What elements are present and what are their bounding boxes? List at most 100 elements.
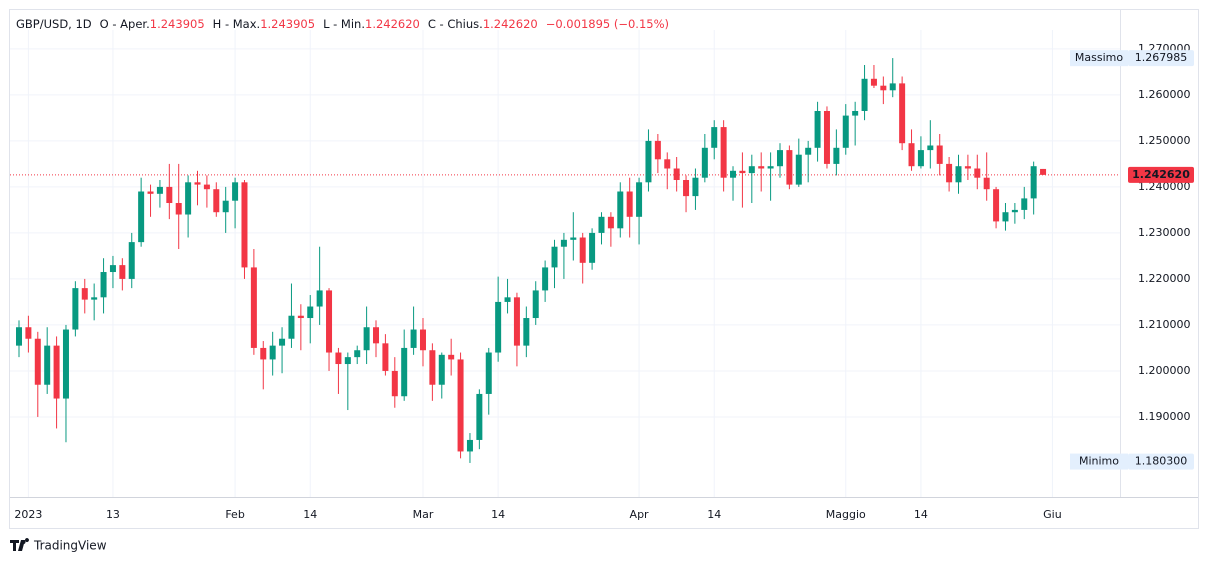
candle-body (100, 272, 107, 298)
max_marker-label-box (1070, 50, 1128, 67)
candle-body (495, 301, 502, 353)
candle-body (466, 439, 473, 452)
candle-body (692, 177, 699, 197)
candle-body (438, 354, 445, 385)
candle-body (645, 140, 652, 183)
candle-body (156, 186, 163, 194)
candle-body (25, 327, 32, 339)
brand-logo (10, 538, 29, 551)
ohlc-value: 1.243905 (150, 17, 205, 31)
x-tick-label: 14 (707, 508, 721, 521)
candle-body (711, 127, 718, 148)
candle-body (964, 166, 971, 169)
candle-body (72, 288, 79, 330)
candle-body (899, 83, 906, 144)
candle-body (805, 147, 812, 155)
min_marker-value: 1.180300 (1135, 455, 1188, 468)
candle-body (316, 290, 323, 307)
ohlc-label: L - Min. (323, 17, 365, 31)
max_marker-label: Massimo (1075, 51, 1123, 64)
min_marker-tag (1128, 453, 1194, 470)
candle-body (664, 159, 671, 169)
candle-body (730, 170, 737, 178)
candle-body (560, 239, 567, 247)
candle-body (513, 297, 520, 346)
candle-body (44, 345, 51, 385)
candle-body (833, 147, 840, 164)
candle-body (138, 191, 145, 243)
candle-body (654, 140, 661, 160)
candle-body (823, 110, 830, 164)
x-tick-label: Feb (225, 508, 244, 521)
candle-body (946, 163, 953, 183)
candle-body (485, 352, 492, 394)
candle-body (701, 147, 708, 178)
candle-body (1021, 198, 1028, 210)
candle-body (373, 327, 380, 344)
candle-body (119, 265, 126, 279)
candle-body (419, 329, 426, 351)
candle-body (288, 315, 295, 339)
y-tick-label: 1.210000 (1138, 318, 1191, 331)
candle-body (1040, 168, 1047, 175)
max_marker-value: 1.267985 (1135, 51, 1188, 64)
candle-body (91, 297, 98, 300)
candle-body (128, 242, 135, 279)
candle-body (776, 150, 783, 167)
candle-body (523, 318, 530, 346)
candle-body (16, 327, 22, 346)
candle-body (457, 359, 464, 452)
candle-body (917, 150, 924, 167)
candle-body (927, 145, 934, 151)
candle-body (974, 168, 981, 178)
candle-body (279, 338, 286, 346)
candle-body (1011, 209, 1018, 213)
last_price-tag (1128, 166, 1194, 183)
ohlc-value: 1.242620 (365, 17, 420, 31)
candle-body (109, 265, 116, 273)
candle-body (297, 315, 304, 319)
candle-body (607, 216, 614, 229)
last_price-value: 1.242620 (1132, 168, 1190, 181)
candle-body (739, 170, 746, 174)
candle-body (1030, 166, 1037, 199)
candle-body (241, 182, 248, 268)
min_marker-label-box (1070, 453, 1128, 470)
candle-body (626, 191, 633, 217)
candle-body (250, 267, 257, 348)
candle-body (617, 191, 624, 229)
candle-body (748, 166, 755, 174)
candle-body (269, 345, 276, 360)
candle-body (213, 189, 220, 213)
candle-body (363, 327, 370, 351)
candle-body (81, 288, 88, 300)
x-tick-label: Giu (1043, 508, 1062, 521)
candle-body (222, 200, 229, 213)
y-tick-label: 1.240000 (1138, 180, 1191, 193)
candle-body (175, 203, 182, 215)
y-tick-label: 1.220000 (1138, 272, 1191, 285)
y-tick-label: 1.200000 (1138, 364, 1191, 377)
x-tick-label: 14 (303, 508, 317, 521)
x-tick-label: 13 (106, 508, 120, 521)
candle-body (758, 166, 765, 169)
chart-frame (9, 9, 1199, 529)
ohlc-label: H - Max. (213, 17, 261, 31)
candle-body (476, 393, 483, 440)
ohlc-label: C - Chius. (428, 17, 483, 31)
candle-body (861, 78, 868, 111)
candle-body (870, 78, 877, 86)
x-tick-label: Mar (413, 508, 434, 521)
candle-body (673, 168, 680, 181)
candle-body (993, 189, 1000, 222)
candle-body (786, 150, 793, 185)
candle-body (203, 184, 210, 190)
y-tick-label: 1.230000 (1138, 226, 1191, 239)
candle-body (598, 216, 605, 233)
candle-body (852, 110, 859, 116)
candle-body (1002, 212, 1009, 222)
ohlc-value: 1.243905 (260, 17, 315, 31)
candle-body (391, 370, 398, 397)
candle-body (260, 347, 267, 360)
